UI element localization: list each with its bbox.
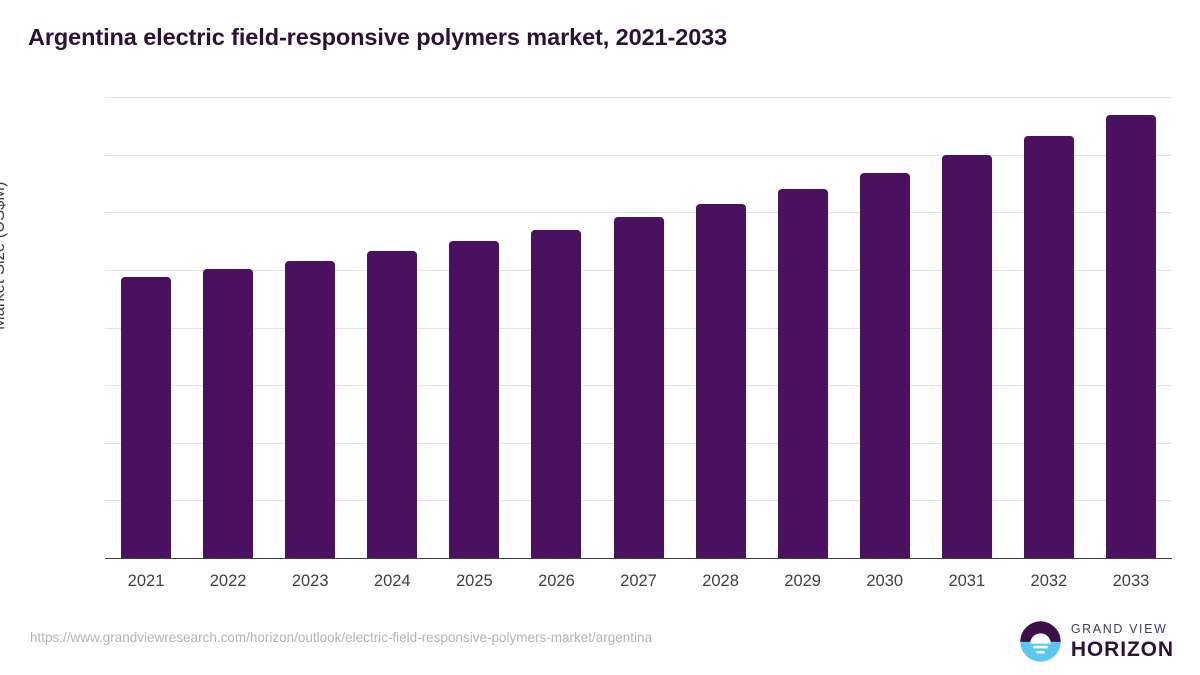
gridline bbox=[105, 212, 1172, 214]
horizon-sun-circle-icon bbox=[1020, 621, 1061, 662]
bar-2022[interactable] bbox=[203, 268, 254, 558]
x-axis-tick-label-2021: 2021 bbox=[127, 572, 165, 590]
x-axis-tick-label-2024: 2024 bbox=[373, 572, 411, 590]
x-axis-tick-label-2029: 2029 bbox=[784, 572, 821, 590]
x-axis-tick-label-2022: 2022 bbox=[209, 572, 247, 590]
x-axis-tick-label-2031: 2031 bbox=[948, 572, 986, 590]
bar-2033[interactable] bbox=[1105, 115, 1156, 558]
bar-2032[interactable] bbox=[1023, 136, 1074, 558]
page-title: Argentina electric field-responsive poly… bbox=[28, 24, 728, 50]
x-axis-tick-label-2033: 2033 bbox=[1112, 572, 1150, 590]
bar-series bbox=[105, 97, 1172, 558]
gridline bbox=[105, 97, 1172, 98]
bar-2030[interactable] bbox=[859, 173, 910, 558]
x-axis-tick-label-2025: 2025 bbox=[455, 572, 493, 590]
y-axis-title: Market Size (US$M) bbox=[0, 181, 8, 330]
bar-2029[interactable] bbox=[777, 189, 828, 558]
logo-text-horizon: HORIZON bbox=[1070, 637, 1174, 661]
bar-2031[interactable] bbox=[941, 154, 992, 558]
bar-2021[interactable] bbox=[121, 276, 172, 558]
bar-2028[interactable] bbox=[695, 204, 746, 558]
logo-text-grand-view: GRAND VIEW bbox=[1070, 622, 1168, 637]
axis-baseline bbox=[105, 558, 1172, 560]
x-axis-tick-label-2028: 2028 bbox=[702, 572, 739, 590]
bar-2026[interactable] bbox=[531, 229, 582, 558]
bar-2023[interactable] bbox=[285, 260, 336, 558]
bar-2027[interactable] bbox=[613, 216, 664, 558]
x-axis-tick-label-2032: 2032 bbox=[1030, 572, 1068, 590]
grand-view-horizon-logo: GRAND VIEW HORIZON bbox=[1019, 620, 1174, 663]
bar-2024[interactable] bbox=[367, 251, 418, 558]
bar-2025[interactable] bbox=[449, 241, 500, 558]
x-axis-tick-label-2026: 2026 bbox=[538, 572, 575, 590]
x-axis-tick-label-2023: 2023 bbox=[291, 572, 329, 590]
gridline bbox=[105, 154, 1172, 156]
source-url-text: https://www.grandviewresearch.com/horizo… bbox=[30, 630, 653, 645]
plot-area: 0510152025303540 bbox=[105, 97, 1172, 560]
x-axis-tick-label-2030: 2030 bbox=[866, 572, 904, 590]
x-axis-tick-label-2027: 2027 bbox=[620, 572, 657, 590]
logo-wordmark: GRAND VIEW HORIZON bbox=[1071, 623, 1174, 660]
